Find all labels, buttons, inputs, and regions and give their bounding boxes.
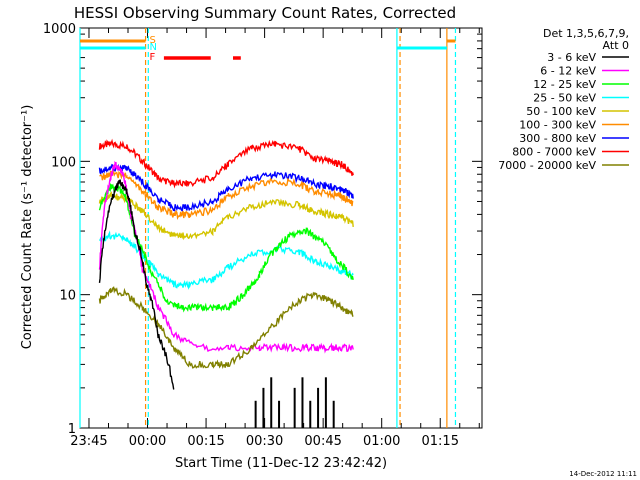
series-line xyxy=(98,160,354,354)
chart-title: HESSI Observing Summary Count Rates, Cor… xyxy=(74,4,456,22)
legend-entry-label: 800 - 7000 keV xyxy=(512,146,596,159)
x-axis-label: Start Time (11-Dec-12 23:42:42) xyxy=(175,456,387,471)
y-tick-label: 1000 xyxy=(43,22,76,37)
legend-entry-label: 300 - 800 keV xyxy=(519,132,596,145)
series-line xyxy=(98,286,354,369)
flag-label: F xyxy=(149,52,155,63)
y-axis-label: Corrected Count Rate (s⁻¹ detector⁻¹) xyxy=(20,105,35,350)
x-tick-label: 01:15 xyxy=(422,434,459,449)
series-line xyxy=(98,138,354,189)
legend-entry-label: 6 - 12 keV xyxy=(540,65,596,78)
x-tick-label: 23:45 xyxy=(70,434,107,449)
y-tick-label: 1 xyxy=(68,422,76,437)
y-tick-label: 10 xyxy=(59,289,76,304)
legend-header: Att 0 xyxy=(603,39,629,52)
legend-entry-label: 50 - 100 keV xyxy=(526,105,596,118)
plot-frame xyxy=(79,27,483,429)
series-line xyxy=(99,170,354,221)
x-tick-label: 01:00 xyxy=(363,434,400,449)
series-line xyxy=(98,230,354,290)
x-tick-label: 00:15 xyxy=(187,434,224,449)
legend-entry-label: 12 - 25 keV xyxy=(533,78,596,91)
y-tick-label: 100 xyxy=(51,155,76,170)
legend-entry-label: 7000 - 20000 keV xyxy=(498,159,596,172)
legend-entry-label: 25 - 50 keV xyxy=(533,92,596,105)
legend-header: Det 1,3,5,6,7,9, xyxy=(543,27,629,40)
legend-entry-label: 100 - 300 keV xyxy=(519,119,596,132)
series-line xyxy=(98,163,354,213)
timestamp: 14-Dec-2012 11:11 xyxy=(569,470,637,478)
series-line xyxy=(98,179,175,390)
x-tick-label: 00:45 xyxy=(304,434,341,449)
plot-area: 1 10 100 1000 23:45 00:00 00:15 00:30 00:45 01:00… xyxy=(43,22,483,449)
legend-entry-label: 3 - 6 keV xyxy=(547,51,596,64)
x-tick-label: 00:00 xyxy=(129,434,166,449)
series-line xyxy=(98,191,354,241)
series-line xyxy=(98,182,354,313)
flag-label: S xyxy=(149,35,155,46)
x-tick-label: 00:30 xyxy=(246,434,283,449)
flag-label: N xyxy=(149,42,156,53)
